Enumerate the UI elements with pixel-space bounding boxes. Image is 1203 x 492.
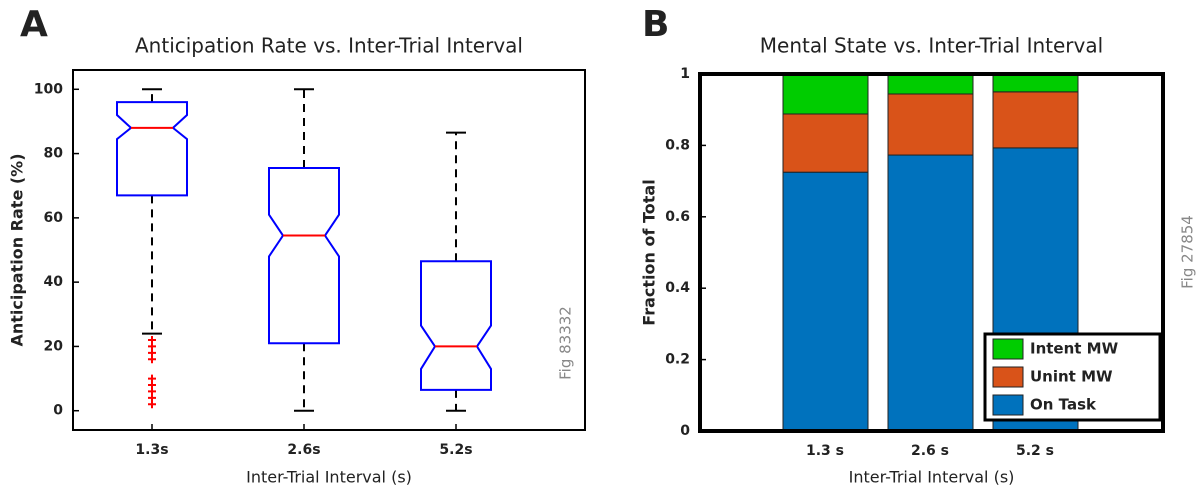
panel-label: B: [642, 4, 669, 45]
chart-title: Anticipation Rate vs. Inter-Trial Interv…: [135, 34, 523, 58]
y-tick-label: 100: [34, 81, 63, 97]
y-tick-label: 80: [44, 146, 64, 162]
y-tick-label: 0.6: [665, 209, 690, 225]
x-tick-label: 5.2 s: [1016, 443, 1054, 459]
box: [268, 167, 340, 345]
side-note: Fig 27854: [1179, 215, 1197, 289]
box: [116, 101, 188, 197]
bar-segment: [992, 73, 1079, 93]
bar-segment: [782, 113, 869, 173]
x-axis-label: Inter-Trial Interval (s): [849, 468, 1015, 487]
y-tick-label: 0.2: [665, 352, 690, 368]
x-tick-label: 2.6 s: [911, 443, 949, 459]
legend-swatch: [992, 338, 1024, 360]
legend-swatch: [992, 394, 1024, 416]
y-tick-label: 0: [53, 403, 63, 419]
legend-label: Intent MW: [1030, 340, 1119, 358]
x-tick-label: 1.3 s: [806, 443, 844, 459]
legend-label: On Task: [1030, 396, 1097, 414]
legend-swatch: [992, 366, 1024, 388]
x-axis-label: Inter-Trial Interval (s): [246, 468, 412, 487]
axes-frame: [72, 69, 586, 431]
y-tick-label: 0.8: [665, 137, 690, 153]
y-tick-label: 1: [680, 66, 690, 82]
legend-label: Unint MW: [1030, 368, 1113, 386]
x-tick-label: 1.3s: [135, 442, 168, 458]
y-axis-label: Fraction of Total: [640, 179, 659, 325]
y-axis-label: Anticipation Rate (%): [8, 153, 27, 346]
panel-label: A: [20, 4, 48, 45]
y-tick-label: 40: [44, 274, 64, 290]
y-tick-label: 0.4: [665, 280, 690, 296]
bar-segment: [992, 91, 1079, 149]
x-tick-label: 2.6s: [287, 442, 320, 458]
bar-segment: [887, 93, 974, 156]
x-tick-label: 5.2s: [439, 442, 472, 458]
bar-segment: [887, 73, 974, 95]
y-tick-label: 20: [44, 338, 64, 354]
bar-segment: [782, 73, 869, 115]
side-note: Fig 83332: [557, 306, 575, 380]
axes-frame: [698, 72, 1165, 433]
bar-segment: [782, 171, 869, 432]
y-tick-label: 60: [44, 210, 64, 226]
y-tick-label: 0: [680, 423, 690, 439]
bar-segment: [887, 154, 974, 432]
box: [420, 260, 492, 391]
outlier: [148, 400, 156, 409]
outlier: [148, 355, 156, 364]
chart-title: Mental State vs. Inter-Trial Interval: [760, 34, 1103, 58]
